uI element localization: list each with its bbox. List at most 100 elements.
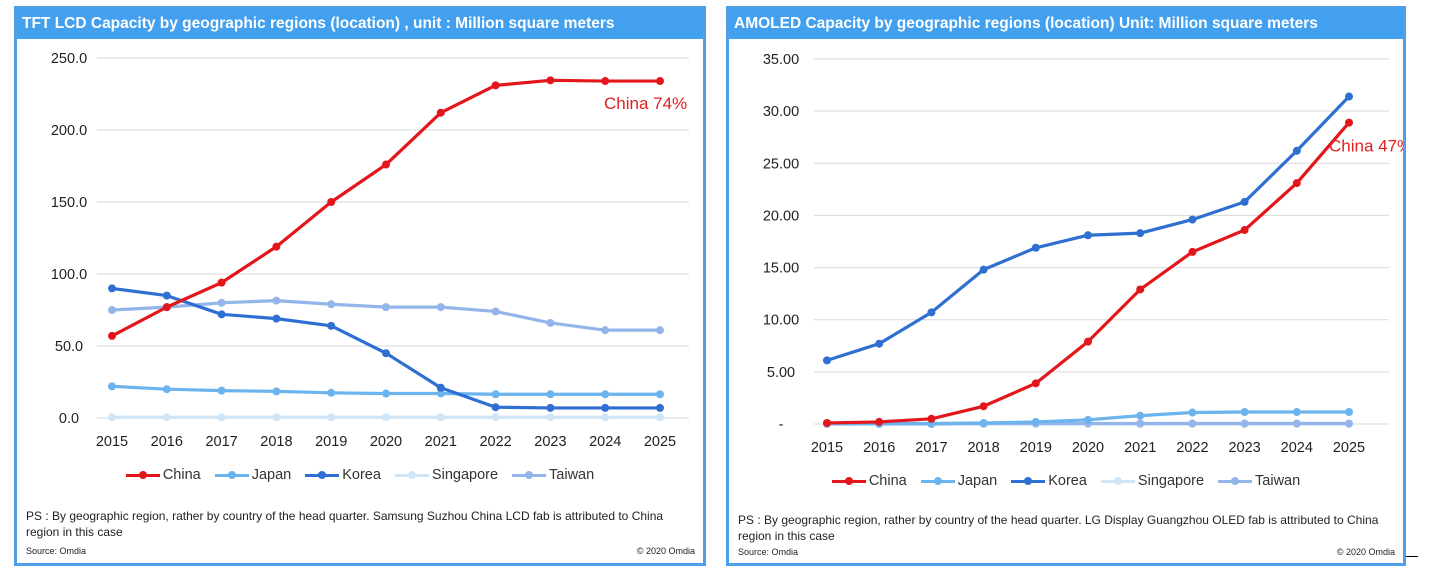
legend-item-korea: Korea (305, 467, 381, 483)
data-point-singapore (546, 413, 555, 422)
legend-item-china: China (125, 467, 201, 483)
y-tick-label: 250.0 (51, 51, 87, 67)
data-point-china (382, 160, 390, 169)
data-point-korea (1188, 215, 1197, 224)
x-tick-label: 2018 (967, 440, 999, 456)
data-point-singapore (436, 413, 445, 422)
legend-swatch (831, 476, 866, 486)
data-point-japan (1292, 408, 1301, 417)
legend-label: China (162, 467, 201, 483)
y-tick-label: 35.00 (763, 52, 799, 68)
legend-label: Singapore (1137, 473, 1205, 489)
data-point-japan (1136, 411, 1145, 420)
data-point-korea (1240, 197, 1249, 206)
x-tick-label: 2022 (479, 434, 511, 450)
data-point-china (162, 303, 171, 312)
data-point-china (1031, 379, 1040, 388)
y-tick-label: 0.0 (59, 411, 79, 427)
x-tick-label: 2020 (370, 434, 402, 450)
y-tick-label: 5.00 (767, 365, 795, 381)
data-point-korea (272, 314, 281, 323)
x-tick-label: 2021 (1124, 440, 1156, 456)
x-tick-label: 2017 (915, 440, 947, 456)
data-point-taiwan (217, 298, 226, 307)
data-point-japan (656, 390, 664, 399)
data-point-japan (1240, 408, 1249, 417)
legend-label: Japan (251, 467, 292, 483)
y-tick-label: 15.00 (763, 261, 799, 277)
data-point-japan (272, 387, 281, 396)
x-tick-label: 2023 (534, 434, 566, 450)
data-point-taiwan (436, 303, 445, 312)
data-point-china (327, 198, 336, 206)
data-point-korea (1136, 229, 1145, 238)
data-point-taiwan (108, 306, 116, 314)
data-point-korea (217, 310, 226, 319)
data-point-japan (491, 390, 500, 399)
source-label: Source: Omdia (738, 547, 799, 557)
data-point-japan (1345, 408, 1353, 417)
data-point-china (979, 402, 988, 411)
x-tick-label: 2025 (1333, 440, 1365, 456)
data-point-china (1188, 247, 1197, 256)
data-point-china (108, 331, 116, 340)
legend-swatch (1218, 476, 1253, 486)
data-point-china (1084, 337, 1092, 346)
x-tick-label: 2021 (425, 434, 457, 450)
data-point-singapore (491, 413, 500, 422)
x-tick-label: 2020 (1072, 440, 1104, 456)
tft-lcd-line-chart: 0.0 50.0 100.0 150.0 200.0 250.0 2015 2016 2017 2… (51, 51, 689, 450)
data-point-korea (436, 383, 445, 392)
x-tick-label: 2023 (1228, 440, 1260, 456)
legend-item-china: China (831, 473, 907, 489)
data-point-taiwan (491, 307, 500, 316)
data-point-japan (436, 389, 445, 398)
data-point-japan (1084, 415, 1092, 424)
data-point-china (927, 414, 936, 423)
x-tick-label: 2015 (811, 440, 843, 456)
y-tick-label: 50.0 (55, 339, 83, 355)
x-tick-label: 2019 (315, 434, 347, 450)
y-tick-label: 150.0 (51, 195, 87, 211)
data-point-korea (1084, 231, 1092, 240)
chart-legend: China Japan Korea Singapore Taiwan (17, 467, 703, 483)
x-tick-label: 2017 (205, 434, 237, 450)
data-point-japan (162, 385, 171, 394)
legend-swatch (214, 470, 249, 480)
data-point-china (823, 418, 831, 427)
data-point-korea (927, 308, 936, 317)
data-point-taiwan (1292, 419, 1301, 428)
data-point-japan (217, 386, 226, 395)
data-point-china (546, 76, 555, 85)
y-tick-label: 200.0 (51, 123, 87, 139)
data-point-korea (108, 284, 116, 293)
y-tick-label: 100.0 (51, 267, 87, 283)
data-point-china (601, 77, 610, 86)
legend-label: Taiwan (1255, 473, 1301, 489)
china-share-annotation: China 74% (604, 94, 687, 113)
legend-label: Japan (957, 473, 998, 489)
data-point-china (272, 242, 281, 251)
legend-swatch (512, 470, 547, 480)
amoled-chart-panel: AMOLED Capacity by geographic regions (l… (726, 6, 1406, 566)
copyright-label: © 2020 Omdia (1336, 547, 1395, 557)
data-point-japan (382, 389, 390, 398)
legend-item-singapore: Singapore (394, 467, 499, 483)
legend-label: Singapore (431, 467, 499, 483)
data-point-korea (162, 291, 171, 300)
data-point-korea (1292, 146, 1301, 155)
divider (1406, 556, 1418, 557)
data-point-singapore (217, 413, 226, 422)
series-line-korea (825, 94, 1351, 362)
legend-item-taiwan: Taiwan (512, 467, 594, 483)
x-tick-label: 2019 (1020, 440, 1052, 456)
legend-label: China (868, 473, 907, 489)
data-point-singapore (382, 413, 390, 422)
data-point-singapore (108, 413, 116, 422)
x-tick-label: 2015 (96, 434, 128, 450)
legend-swatch (305, 470, 340, 480)
data-point-china (491, 81, 500, 90)
data-point-singapore (656, 413, 664, 422)
y-tick-label: 25.00 (763, 156, 799, 172)
data-point-singapore (272, 413, 281, 422)
